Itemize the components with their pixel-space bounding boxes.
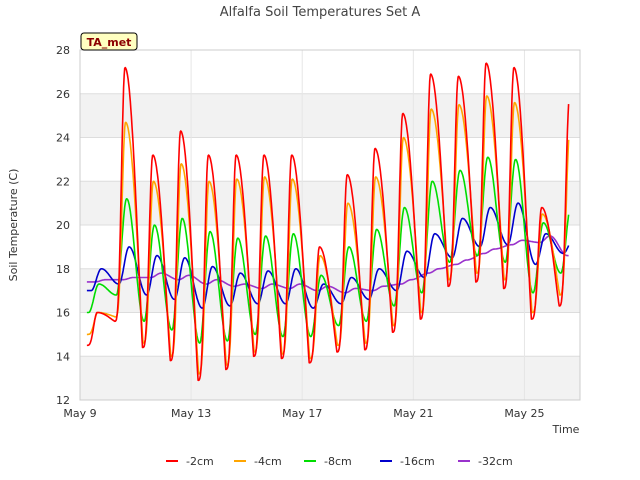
legend-item: -4cm <box>234 455 282 468</box>
legend-item: -16cm <box>380 455 435 468</box>
series-line-2cm <box>86 62 570 382</box>
y-tick-label: 18 <box>56 263 70 276</box>
x-tick-label: May 9 <box>63 407 96 420</box>
series-lines <box>86 62 570 382</box>
legend-item: -2cm <box>166 455 214 468</box>
legend-item: -8cm <box>304 455 352 468</box>
plot-band <box>80 181 580 225</box>
legend-label: -16cm <box>400 455 435 468</box>
tick-labels: 12 14 16 18 20 22 24 26 28 May 9 May 13 May 17 May 2… <box>56 44 545 420</box>
y-tick-label: 26 <box>56 88 70 101</box>
plot-frame <box>79 49 581 401</box>
plot-band <box>80 356 580 400</box>
x-tick-label: May 21 <box>393 407 433 420</box>
x-tick-label: May 17 <box>282 407 322 420</box>
site-tag: TA_met <box>80 32 138 51</box>
legend-label: -32cm <box>478 455 513 468</box>
x-axis-label: Time <box>552 423 580 436</box>
legend-label: -2cm <box>186 455 214 468</box>
axes <box>79 49 581 401</box>
legend: -2cm -4cm -8cm -16cm -32cm <box>166 455 513 468</box>
y-tick-label: 16 <box>56 307 70 320</box>
x-tick-label: May 25 <box>504 407 544 420</box>
y-tick-label: 22 <box>56 175 70 188</box>
legend-label: -8cm <box>324 455 352 468</box>
series-line-16cm <box>86 202 570 309</box>
legend-label: -4cm <box>254 455 282 468</box>
y-axis-label: Soil Temperature (C) <box>7 169 20 282</box>
chart-title: Alfalfa Soil Temperatures Set A <box>220 5 421 20</box>
legend-item: -32cm <box>458 455 513 468</box>
plot-band <box>80 93 580 138</box>
y-tick-label: 20 <box>56 219 70 232</box>
site-tag-box <box>80 32 138 51</box>
site-tag-label: TA_met <box>87 36 132 49</box>
y-tick-label: 28 <box>56 44 70 57</box>
y-tick-label: 12 <box>56 394 70 407</box>
y-tick-label: 24 <box>56 132 70 145</box>
x-tick-label: May 13 <box>171 407 211 420</box>
y-tick-label: 14 <box>56 350 70 363</box>
